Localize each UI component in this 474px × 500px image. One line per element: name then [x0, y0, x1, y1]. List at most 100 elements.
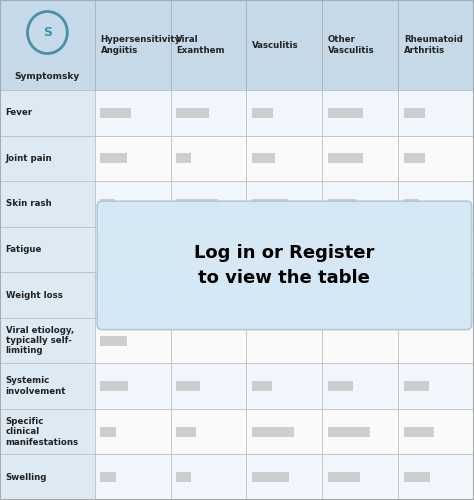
FancyBboxPatch shape [398, 272, 474, 318]
FancyBboxPatch shape [246, 90, 322, 136]
FancyBboxPatch shape [95, 318, 171, 364]
FancyBboxPatch shape [0, 318, 95, 364]
FancyBboxPatch shape [328, 199, 356, 209]
FancyBboxPatch shape [252, 244, 271, 254]
FancyBboxPatch shape [0, 364, 95, 409]
FancyBboxPatch shape [95, 454, 171, 500]
FancyBboxPatch shape [95, 364, 171, 409]
FancyBboxPatch shape [97, 201, 472, 330]
FancyBboxPatch shape [176, 199, 219, 209]
FancyBboxPatch shape [322, 181, 398, 226]
Text: Hypersensitivity
Angiitis: Hypersensitivity Angiitis [100, 36, 181, 54]
FancyBboxPatch shape [322, 409, 398, 455]
Text: Log in or Register
to view the table: Log in or Register to view the table [194, 244, 374, 287]
FancyBboxPatch shape [404, 108, 425, 118]
FancyBboxPatch shape [100, 244, 128, 254]
FancyBboxPatch shape [404, 154, 425, 164]
FancyBboxPatch shape [328, 244, 360, 254]
FancyBboxPatch shape [398, 0, 474, 90]
FancyBboxPatch shape [328, 381, 353, 391]
FancyBboxPatch shape [171, 226, 246, 272]
FancyBboxPatch shape [0, 454, 95, 500]
Text: Specific
clinical
manifestations: Specific clinical manifestations [6, 417, 79, 446]
FancyBboxPatch shape [95, 226, 171, 272]
Text: Joint pain: Joint pain [6, 154, 52, 163]
FancyBboxPatch shape [0, 136, 95, 181]
FancyBboxPatch shape [171, 454, 246, 500]
FancyBboxPatch shape [100, 426, 116, 436]
FancyBboxPatch shape [328, 154, 363, 164]
FancyBboxPatch shape [246, 454, 322, 500]
FancyBboxPatch shape [0, 90, 95, 136]
FancyBboxPatch shape [176, 244, 206, 254]
FancyBboxPatch shape [246, 181, 322, 226]
FancyBboxPatch shape [252, 426, 294, 436]
FancyBboxPatch shape [176, 426, 196, 436]
FancyBboxPatch shape [246, 318, 322, 364]
FancyBboxPatch shape [171, 136, 246, 181]
FancyBboxPatch shape [176, 381, 200, 391]
Text: Systemic
involvement: Systemic involvement [6, 376, 66, 396]
Text: Weight loss: Weight loss [6, 290, 63, 300]
FancyBboxPatch shape [322, 136, 398, 181]
FancyBboxPatch shape [404, 426, 434, 436]
Text: Skin rash: Skin rash [6, 200, 51, 208]
Text: Swelling: Swelling [6, 472, 47, 482]
FancyBboxPatch shape [0, 181, 95, 226]
FancyBboxPatch shape [95, 272, 171, 318]
FancyBboxPatch shape [404, 381, 428, 391]
FancyBboxPatch shape [328, 472, 360, 482]
Text: S: S [43, 26, 52, 39]
FancyBboxPatch shape [322, 0, 398, 90]
FancyBboxPatch shape [252, 154, 274, 164]
FancyBboxPatch shape [252, 290, 269, 300]
FancyBboxPatch shape [95, 136, 171, 181]
Text: Fatigue: Fatigue [6, 245, 42, 254]
FancyBboxPatch shape [398, 136, 474, 181]
FancyBboxPatch shape [100, 154, 127, 164]
Text: Viral etiology,
typically self-
limiting: Viral etiology, typically self- limiting [6, 326, 74, 356]
FancyBboxPatch shape [404, 199, 419, 209]
FancyBboxPatch shape [398, 364, 474, 409]
FancyBboxPatch shape [404, 290, 427, 300]
FancyBboxPatch shape [322, 364, 398, 409]
FancyBboxPatch shape [252, 199, 288, 209]
FancyBboxPatch shape [95, 181, 171, 226]
FancyBboxPatch shape [95, 90, 171, 136]
FancyBboxPatch shape [0, 0, 95, 90]
FancyBboxPatch shape [100, 199, 115, 209]
FancyBboxPatch shape [328, 290, 359, 300]
FancyBboxPatch shape [0, 409, 95, 455]
FancyBboxPatch shape [171, 364, 246, 409]
FancyBboxPatch shape [0, 226, 95, 272]
FancyBboxPatch shape [328, 426, 370, 436]
FancyBboxPatch shape [398, 454, 474, 500]
Text: Viral
Exanthem: Viral Exanthem [176, 36, 225, 54]
FancyBboxPatch shape [0, 272, 95, 318]
FancyBboxPatch shape [246, 136, 322, 181]
FancyBboxPatch shape [171, 318, 246, 364]
FancyBboxPatch shape [398, 181, 474, 226]
FancyBboxPatch shape [398, 409, 474, 455]
Text: Fever: Fever [6, 108, 33, 118]
FancyBboxPatch shape [171, 272, 246, 318]
FancyBboxPatch shape [100, 290, 136, 300]
FancyBboxPatch shape [404, 472, 430, 482]
Text: Rheumatoid
Arthritis: Rheumatoid Arthritis [404, 36, 463, 54]
FancyBboxPatch shape [100, 381, 128, 391]
FancyBboxPatch shape [246, 364, 322, 409]
FancyBboxPatch shape [322, 226, 398, 272]
FancyBboxPatch shape [171, 409, 246, 455]
FancyBboxPatch shape [328, 108, 363, 118]
FancyBboxPatch shape [246, 409, 322, 455]
FancyBboxPatch shape [246, 0, 322, 90]
FancyBboxPatch shape [100, 336, 127, 345]
FancyBboxPatch shape [322, 90, 398, 136]
FancyBboxPatch shape [252, 108, 273, 118]
FancyBboxPatch shape [176, 472, 191, 482]
FancyBboxPatch shape [246, 226, 322, 272]
FancyBboxPatch shape [322, 272, 398, 318]
FancyBboxPatch shape [171, 0, 246, 90]
FancyBboxPatch shape [252, 472, 289, 482]
FancyBboxPatch shape [171, 90, 246, 136]
